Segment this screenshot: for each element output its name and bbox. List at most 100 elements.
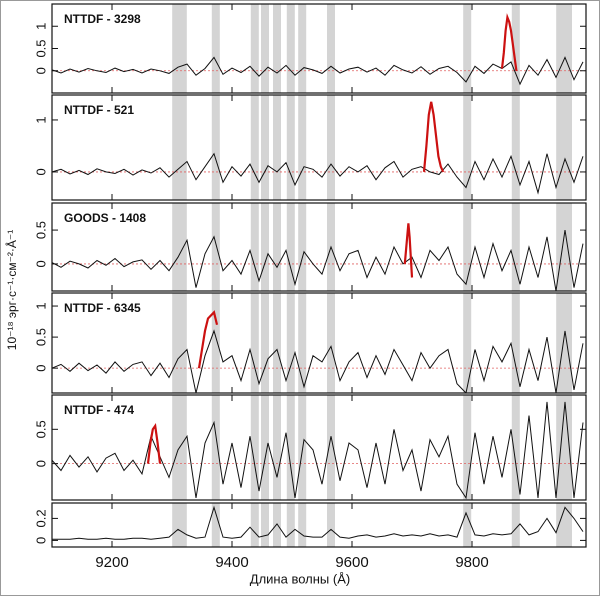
y-tick-label: 0.5 <box>33 221 48 239</box>
sky-band <box>178 95 187 200</box>
panel <box>52 293 586 393</box>
panel-frame <box>51 292 587 394</box>
sky-band <box>286 293 295 393</box>
y-tick-label: 0 <box>33 260 48 267</box>
sky-band <box>463 95 472 200</box>
sky-band <box>261 95 269 200</box>
x-tick-label: 9400 <box>215 554 248 571</box>
sky-band <box>556 503 565 547</box>
sky-band <box>178 293 187 393</box>
panel-frame <box>51 3 587 94</box>
sky-band <box>556 293 565 393</box>
y-tick-label: 0.2 <box>33 509 48 527</box>
sky-band <box>511 4 520 93</box>
sky-band <box>261 395 269 500</box>
sky-band <box>286 95 295 200</box>
sky-band <box>511 95 520 200</box>
sky-band <box>556 395 565 500</box>
sky-band <box>172 395 181 500</box>
sky-band <box>250 503 259 547</box>
sky-band <box>556 203 565 291</box>
sky-band <box>511 395 520 500</box>
sky-band <box>463 4 472 93</box>
sky-band <box>273 203 281 291</box>
spectrum-line <box>52 505 584 540</box>
sky-band <box>273 293 281 393</box>
spectrum-line <box>52 230 584 291</box>
panel <box>52 503 584 547</box>
sky-band <box>298 4 307 93</box>
sky-band <box>211 293 220 393</box>
y-axis-label: 10⁻¹⁸ эрг·с⁻¹·см⁻²·Å⁻¹ <box>4 230 19 350</box>
sky-band <box>178 203 187 291</box>
sky-band <box>273 395 281 500</box>
sky-band <box>273 4 281 93</box>
sky-band <box>463 203 472 291</box>
sky-band <box>298 95 307 200</box>
sky-band <box>556 4 565 93</box>
sky-band <box>211 395 220 500</box>
sky-band <box>211 95 220 200</box>
spectrum-line <box>422 101 445 173</box>
sky-band <box>178 503 187 547</box>
sky-band <box>286 395 295 500</box>
sky-band <box>564 95 572 200</box>
sky-band <box>250 95 259 200</box>
panel-label: NTTDF - 6345 <box>64 301 141 315</box>
sky-band <box>273 95 281 200</box>
y-tick-label: 0 <box>33 537 48 544</box>
x-tick-label: 9800 <box>455 554 488 571</box>
sky-band <box>286 203 295 291</box>
y-tick-label: 0 <box>33 460 48 467</box>
sky-band <box>327 4 335 93</box>
x-axis-label: Длина волны (Å) <box>250 571 350 586</box>
panel-label: GOODS - 1408 <box>64 211 146 225</box>
sky-band <box>511 503 520 547</box>
spectrum-line <box>52 152 584 195</box>
sky-band <box>511 293 520 393</box>
sky-band <box>286 4 295 93</box>
y-tick-label: 0 <box>33 67 48 74</box>
panel <box>52 395 586 500</box>
sky-band <box>298 293 307 393</box>
sky-band <box>564 4 572 93</box>
sky-band <box>327 503 335 547</box>
sky-band <box>172 4 181 93</box>
sky-band <box>261 293 269 393</box>
y-tick-label: 0.5 <box>33 328 48 346</box>
spectrum-line <box>146 422 162 464</box>
sky-band <box>327 95 335 200</box>
sky-band <box>178 4 187 93</box>
sky-band <box>327 395 335 500</box>
sky-band <box>250 203 259 291</box>
sky-band <box>250 4 259 93</box>
sky-band <box>211 203 220 291</box>
panel-frame <box>51 202 587 292</box>
y-tick-label: 0.5 <box>33 420 48 438</box>
panel-label: NTTDF - 474 <box>64 403 134 417</box>
sky-band <box>564 503 572 547</box>
panel-frame <box>51 502 587 548</box>
sky-band <box>286 503 295 547</box>
panel <box>52 4 586 93</box>
sky-band <box>261 203 269 291</box>
x-tick-label: 9200 <box>95 554 128 571</box>
sky-band <box>298 503 307 547</box>
sky-band <box>463 503 472 547</box>
sky-band <box>463 293 472 393</box>
sky-band <box>172 203 181 291</box>
sky-band <box>564 395 572 500</box>
sky-band <box>556 95 565 200</box>
spectrum-line <box>197 310 219 369</box>
panel-label: NTTDF - 3298 <box>64 12 141 26</box>
y-tick-label: 0 <box>33 365 48 372</box>
sky-band <box>172 95 181 200</box>
sky-band <box>511 203 520 291</box>
y-tick-label: 0 <box>33 168 48 175</box>
spectrum-line <box>500 13 518 71</box>
y-tick-label: 1 <box>33 302 48 309</box>
sky-band <box>273 503 281 547</box>
panel-frame <box>51 94 587 201</box>
sky-band <box>211 503 220 547</box>
